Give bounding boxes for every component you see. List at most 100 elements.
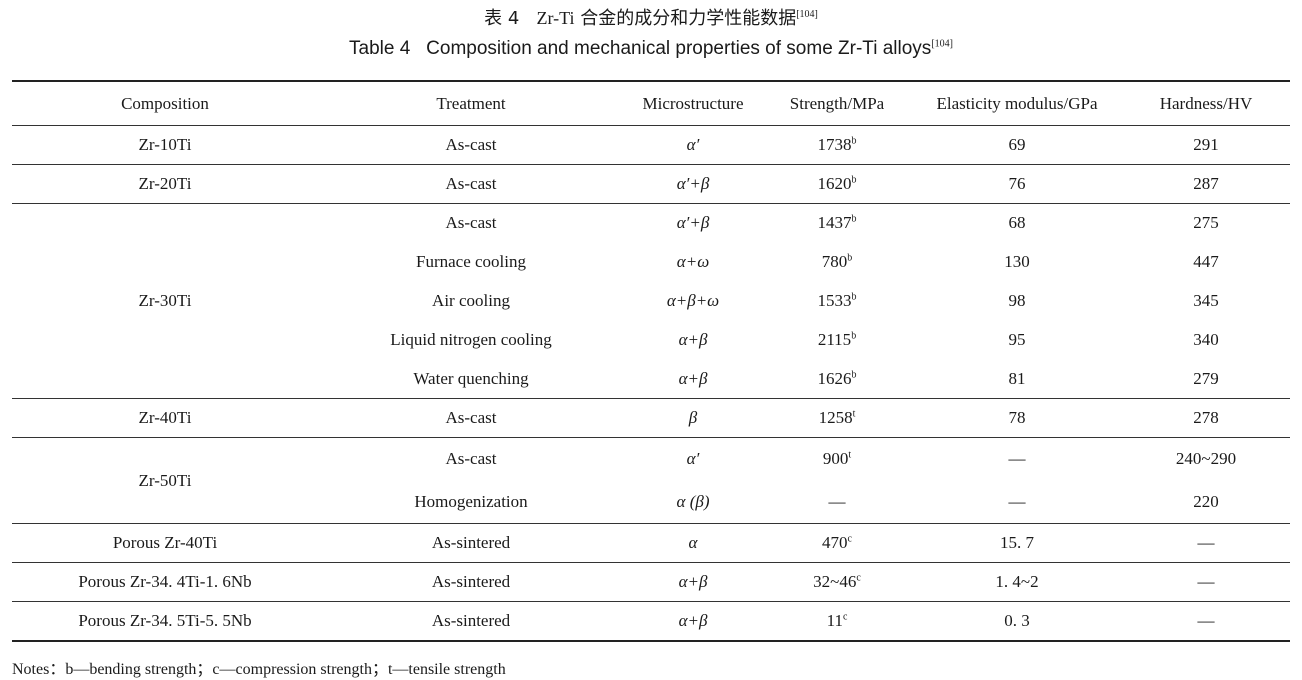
header-hardness: Hardness/HV <box>1122 81 1290 126</box>
strength-cell: 900t <box>762 438 912 481</box>
table-row: Zr-30Ti As-cast α′+β 1437b 68 275 <box>12 203 1290 399</box>
strength-cell: 1437b <box>762 204 912 243</box>
strength-value: 900 <box>822 449 849 469</box>
hardness-cell: 240~290 <box>1175 449 1237 469</box>
hardness-cell: 340 <box>1193 330 1219 349</box>
microstructure-cell: β <box>624 398 762 438</box>
modulus-cell: 68 <box>1008 213 1026 233</box>
strength-note: b <box>851 174 857 186</box>
hardness-cell: 279 <box>1122 359 1290 399</box>
strength-value: 1738 <box>817 135 852 154</box>
strength-value: 1258 <box>818 408 853 427</box>
strength-value: 1626 <box>817 368 852 388</box>
strength-cell: 1533b <box>762 282 912 321</box>
header-row: Composition Treatment Microstructure Str… <box>12 81 1290 126</box>
table-label: 表 4 <box>484 8 520 29</box>
table-row: Porous Zr-34. 4Ti-1. 6Nb As-sintered α+β 32… <box>12 562 1290 602</box>
treatment-cell: As-cast <box>445 449 497 469</box>
table-row: Zr-10Ti As-cast α′ 1738b 69 291 <box>12 125 1290 165</box>
modulus-cell: 130 <box>1004 252 1030 271</box>
table-row: Zr-50Ti As-cast α′ 900t —240~290 <box>12 437 1290 524</box>
strength-cell: 32~46c <box>762 562 912 602</box>
table-row: Porous Zr-40Ti As-sintered α 470c 15. 7— <box>12 523 1290 563</box>
strength-cell: 1620b <box>762 164 912 204</box>
treatment-cell: Liquid nitrogen cooling <box>390 330 552 349</box>
treatment-cell: As-cast <box>318 398 624 438</box>
microstructure-cell: α+β <box>678 330 708 349</box>
strength-note: c <box>856 572 861 584</box>
strength-value: 1620 <box>817 174 852 193</box>
table-row: Furnace cooling α+ω 780b 130 447 <box>12 243 1290 282</box>
hardness-cell: — <box>1122 601 1290 641</box>
microstructure-cell: α′ <box>686 449 700 469</box>
microstructure-cell: α+ω <box>676 252 710 271</box>
strength-cell: 470c <box>762 523 912 563</box>
modulus-cell: 78 <box>912 398 1122 438</box>
strength-note: b <box>851 213 857 225</box>
microstructure-cell: α+β <box>624 601 762 641</box>
microstructure-cell: α′+β <box>676 213 710 233</box>
modulus-cell: 0. 3 <box>912 601 1122 641</box>
strength-note: c <box>847 533 852 545</box>
strength-value: 780 <box>821 252 848 271</box>
table-row: Liquid nitrogen cooling α+β 2115b 95 340 <box>12 321 1290 360</box>
table-row: Zr-40Ti As-cast β 1258t 78 278 <box>12 398 1290 438</box>
hardness-cell: 278 <box>1122 398 1290 438</box>
strength-note: c <box>842 611 848 623</box>
modulus-cell: — <box>912 480 1122 524</box>
treatment-cell: As-sintered <box>318 523 624 563</box>
hardness-cell: 287 <box>1122 164 1290 204</box>
strength-value: 1437 <box>817 213 852 233</box>
strength-cell: 780b <box>762 243 912 282</box>
modulus-cell: 1. 4~2 <box>912 562 1122 602</box>
modulus-cell: — <box>1008 449 1026 469</box>
microstructure-cell: α <box>624 523 762 563</box>
strength-value: 11 <box>826 610 843 630</box>
strength-value: — <box>828 491 846 511</box>
treatment-cell: As-sintered <box>318 601 624 641</box>
treatment-cell: Furnace cooling <box>416 252 526 271</box>
composition-cell: Zr-10Ti <box>12 125 318 165</box>
strength-cell: 11c <box>762 601 912 641</box>
strength-note: t <box>852 408 856 420</box>
microstructure-cell: α+β+ω <box>666 291 720 310</box>
microstructure-cell: α+β <box>624 359 762 399</box>
citation: [104] <box>931 38 953 50</box>
table-row: Zr-20Ti As-cast α′+β 1620b 76 287 <box>12 164 1290 204</box>
header-strength: Strength/MPa <box>762 81 912 126</box>
title-text: Composition and mechanical properties of… <box>426 38 932 59</box>
table-row: Porous Zr-34. 5Ti-5. 5Nb As-sintered α+β 11… <box>12 601 1290 641</box>
hardness-cell: 220 <box>1122 480 1290 524</box>
microstructure-cell: α′ <box>624 125 762 165</box>
composition-cell: Zr-40Ti <box>12 398 318 438</box>
composition-cell: Porous Zr-40Ti <box>12 523 318 563</box>
table-label: Table 4 <box>349 38 411 59</box>
modulus-cell: 81 <box>912 359 1122 399</box>
strength-cell: — <box>762 480 912 524</box>
header-treatment: Treatment <box>318 81 624 126</box>
modulus-cell: 69 <box>912 125 1122 165</box>
modulus-cell: 95 <box>1008 330 1026 349</box>
title-text: 合金的成分和力学性能数据 <box>580 8 797 29</box>
composition-cell: Porous Zr-34. 5Ti-5. 5Nb <box>12 601 318 641</box>
header-composition: Composition <box>12 81 318 126</box>
strength-note: b <box>851 369 857 381</box>
header-microstructure: Microstructure <box>624 81 762 126</box>
table-title-english: Table 4 Composition and mechanical prope… <box>0 38 1302 60</box>
table-notes: Notes：b—bending strength；c—compression s… <box>12 661 506 678</box>
strength-cell: 1258t <box>762 398 912 438</box>
treatment-cell: As-sintered <box>318 562 624 602</box>
citation: [104] <box>796 9 818 20</box>
table-row: Air cooling α+β+ω 1533b 98 345 <box>12 282 1290 321</box>
modulus-cell: 15. 7 <box>912 523 1122 563</box>
strength-value: 470 <box>822 533 848 552</box>
treatment-cell: As-cast <box>318 164 624 204</box>
microstructure-cell: α+β <box>624 562 762 602</box>
hardness-cell: 291 <box>1122 125 1290 165</box>
strength-value: 32~46 <box>813 572 857 591</box>
data-table: Composition Treatment Microstructure Str… <box>12 80 1290 642</box>
table-row: Homogenization α (β) — —220 <box>12 480 1290 524</box>
treatment-cell: Homogenization <box>318 480 624 524</box>
hardness-cell: 447 <box>1193 252 1219 271</box>
hardness-cell: 275 <box>1193 213 1219 233</box>
